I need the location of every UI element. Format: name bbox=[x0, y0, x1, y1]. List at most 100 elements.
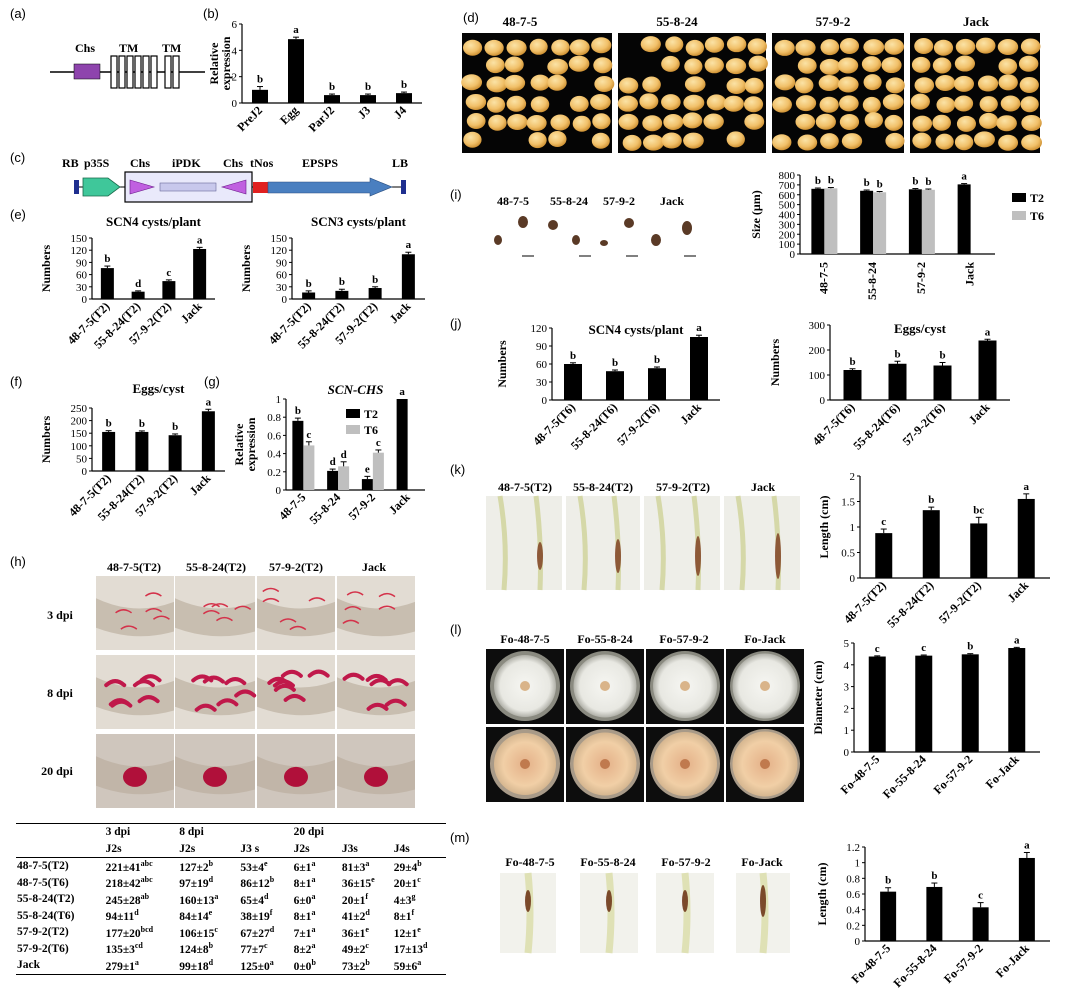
table-cell: 67±27d bbox=[240, 924, 275, 940]
significance-letter: b bbox=[306, 278, 312, 290]
x-tick-label: 55-8-24 bbox=[306, 490, 343, 527]
table-cell bbox=[392, 823, 446, 841]
bar bbox=[843, 370, 862, 400]
y-tick-label: 0 bbox=[844, 747, 850, 759]
bar bbox=[102, 431, 116, 471]
chart-title: SCN3 cysts/plant bbox=[311, 214, 407, 229]
bar bbox=[978, 340, 997, 400]
root-photo bbox=[580, 872, 638, 954]
significance-letter: b bbox=[815, 175, 821, 187]
tnos-terminator bbox=[253, 182, 268, 193]
y-tick-label: 2 bbox=[850, 471, 856, 483]
y-axis-label: expression bbox=[219, 36, 233, 90]
x-tick-label: Fo-Jack bbox=[983, 752, 1022, 791]
x-tick-label: Egg bbox=[277, 103, 301, 127]
h-row-label-2: 8 dpi bbox=[47, 686, 73, 700]
y-tick-label: 300 bbox=[779, 219, 796, 231]
table-cell: 8±2a bbox=[293, 941, 316, 957]
epsps-gene bbox=[267, 177, 393, 197]
construct-label-lb: LB bbox=[392, 156, 408, 170]
table-cell: 8±1a bbox=[293, 875, 316, 891]
bar bbox=[252, 89, 268, 103]
y-axis-label: Numbers bbox=[768, 339, 782, 387]
y-tick-label: 500 bbox=[779, 200, 796, 212]
cyst-label-3: 57-9-2 bbox=[603, 194, 635, 208]
table-cell: J3 s bbox=[239, 840, 293, 858]
significance-letter: b bbox=[928, 494, 934, 506]
bar bbox=[860, 190, 874, 254]
table-cell: 20±1f bbox=[341, 891, 369, 907]
table-cell: 29±4b bbox=[393, 858, 422, 874]
infection-photo bbox=[96, 576, 174, 650]
m-label-2: Fo-55-8-24 bbox=[580, 855, 635, 869]
seed-photo bbox=[617, 33, 768, 153]
table-cell: J2s bbox=[104, 840, 179, 858]
bar bbox=[875, 533, 893, 578]
y-tick-label: 0.6 bbox=[846, 889, 860, 901]
panel-label-c: (c) bbox=[10, 150, 25, 165]
bar bbox=[961, 654, 979, 752]
significance-letter: a bbox=[1024, 481, 1030, 493]
x-tick-label: Fo-55-8-24 bbox=[890, 941, 939, 990]
chart-title: SCN4 cysts/plant bbox=[106, 214, 202, 229]
y-axis-label: Relative bbox=[232, 423, 246, 466]
significance-letter: d bbox=[341, 449, 347, 461]
l-label-1: Fo-48-7-5 bbox=[500, 632, 549, 646]
y-tick-label: 30 bbox=[76, 282, 88, 294]
chart-title: Eggs/cyst bbox=[133, 381, 186, 396]
x-tick-label: Jack bbox=[963, 262, 977, 286]
significance-letter: b bbox=[612, 357, 618, 369]
seed-label-1: 48-7-5 bbox=[503, 14, 538, 29]
y-tick-label: 60 bbox=[276, 270, 288, 282]
table-cell: 3 dpi bbox=[104, 823, 179, 841]
y-tick-label: 200 bbox=[71, 416, 88, 428]
bar bbox=[868, 656, 886, 752]
table-cell: 8±1f bbox=[393, 908, 415, 924]
x-tick-label: Jack bbox=[387, 299, 414, 326]
root-photo bbox=[500, 872, 556, 954]
y-tick-label: 1.2 bbox=[846, 842, 860, 854]
bar bbox=[606, 371, 624, 400]
bar bbox=[957, 184, 971, 254]
table-cell: 177±20bcd bbox=[105, 924, 154, 940]
bar bbox=[564, 364, 582, 400]
significance-letter: a bbox=[696, 322, 702, 334]
y-tick-label: 90 bbox=[536, 341, 548, 353]
chs-antisense bbox=[220, 179, 247, 195]
y-tick-label: 300 bbox=[809, 320, 826, 332]
construct-label-chs2: Chs bbox=[223, 156, 243, 170]
x-tick-label: 57-9-2(T6) bbox=[614, 400, 662, 448]
table-subheader-row: J2s J2s J3 s J2s J3s J4s bbox=[16, 840, 446, 858]
construct-map: RB p35S Chs iPDK Chs tNos EPSPS LB bbox=[62, 156, 408, 203]
legend-label: T6 bbox=[1030, 209, 1044, 223]
tm-domains bbox=[110, 55, 180, 89]
bar bbox=[361, 479, 373, 490]
y-tick-label: 800 bbox=[779, 170, 796, 182]
bar bbox=[372, 452, 384, 490]
y-tick-label: 60 bbox=[536, 359, 548, 371]
chs-domain bbox=[73, 63, 101, 80]
seed-label-3: 57-9-2 bbox=[816, 14, 851, 29]
table-cell: 57-9-2(T2) bbox=[17, 926, 69, 939]
table-row: 57-9-2(T2) 177±20bcd 106±15c 67±27d 7±1a 36±1… bbox=[16, 924, 446, 941]
bar bbox=[324, 95, 340, 103]
x-tick-label: Jack bbox=[187, 471, 214, 498]
bar bbox=[368, 288, 382, 299]
table-cell: 84±14e bbox=[179, 908, 213, 924]
k-label-1: 48-7-5(T2) bbox=[498, 480, 552, 494]
x-tick-label: J4 bbox=[391, 103, 409, 121]
significance-letter: b bbox=[931, 870, 937, 882]
y-tick-label: 0.8 bbox=[846, 873, 860, 885]
y-tick-label: 1 bbox=[855, 858, 861, 870]
cyst-photo: 48-7-5 55-8-24 57-9-2 Jack bbox=[494, 194, 696, 257]
table-cell bbox=[16, 840, 105, 858]
significance-letter: b bbox=[864, 177, 870, 189]
bar bbox=[972, 907, 989, 941]
h-col-label-4: Jack bbox=[362, 560, 386, 574]
lb-border bbox=[401, 180, 406, 194]
